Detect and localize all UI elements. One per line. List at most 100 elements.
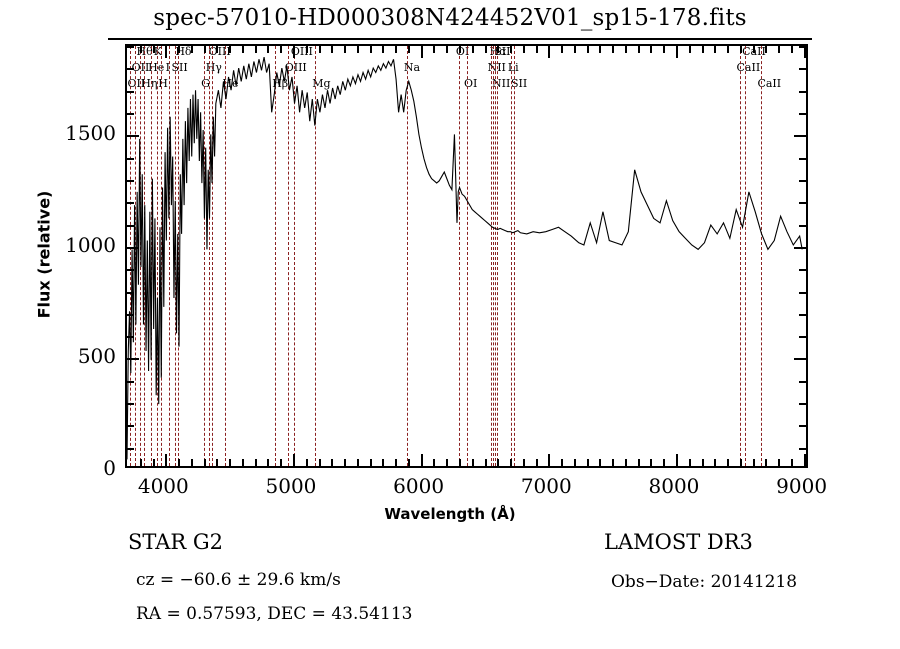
line-marker: [458, 46, 460, 466]
axis-tick: [305, 459, 308, 466]
axis-tick: [139, 46, 142, 53]
axis-tick: [127, 336, 134, 339]
axis-tick: [382, 46, 385, 53]
axis-tick: [139, 459, 142, 466]
line-label: SII: [171, 61, 188, 74]
axis-tick: [790, 46, 793, 53]
axis-tick: [127, 358, 139, 361]
axis-tick: [305, 46, 308, 53]
line-label: K: [153, 45, 162, 58]
y-tick-label: 0: [103, 456, 116, 480]
axis-tick: [127, 403, 134, 406]
plot-area[interactable]: [125, 44, 808, 468]
axis-tick: [752, 459, 755, 466]
axis-tick: [127, 224, 134, 227]
axis-tick: [799, 425, 806, 428]
axis-tick: [420, 46, 423, 58]
line-label: SII: [510, 77, 528, 90]
axis-tick: [254, 46, 257, 53]
axis-tick: [433, 459, 436, 466]
axis-tick: [127, 112, 134, 115]
axis-tick: [727, 46, 729, 53]
axis-tick: [799, 68, 806, 71]
axis-tick: [663, 459, 666, 466]
axis-tick: [535, 459, 538, 466]
axis-tick: [561, 46, 564, 53]
line-label: G: [201, 77, 210, 90]
line-label: OI: [463, 77, 478, 90]
axis-tick: [701, 459, 704, 466]
object-class: STAR G2: [128, 530, 224, 554]
axis-tick: [799, 46, 806, 48]
x-axis-title: Wavelength (Å): [384, 505, 516, 523]
line-marker: [495, 46, 497, 466]
line-marker: [287, 46, 289, 466]
spectrum-trace: [127, 46, 806, 466]
axis-tick: [561, 459, 564, 466]
axis-tick: [484, 459, 487, 466]
line-label: He: [148, 61, 165, 74]
line-marker: [739, 46, 741, 466]
x-tick-label: 5000: [265, 474, 317, 498]
line-marker: [130, 46, 132, 466]
axis-tick: [344, 46, 346, 53]
axis-tick: [127, 291, 134, 294]
axis-tick: [714, 459, 717, 466]
y-tick-label: 1000: [65, 232, 116, 257]
axis-tick: [318, 46, 321, 53]
axis-tick: [799, 403, 806, 406]
axis-tick: [241, 459, 244, 466]
axis-tick: [127, 313, 134, 316]
survey-label: LAMOST DR3: [604, 530, 753, 554]
line-marker: [513, 46, 515, 466]
line-label: OIII: [284, 61, 307, 74]
axis-tick: [203, 459, 206, 466]
axis-tick: [267, 46, 270, 53]
axis-tick: [407, 46, 410, 53]
axis-tick: [765, 459, 768, 466]
x-tick-label: 4000: [137, 474, 189, 498]
axis-tick: [420, 454, 423, 466]
line-label: OIII: [208, 45, 231, 58]
axis-tick: [676, 454, 678, 466]
axis-tick: [280, 459, 283, 466]
axis-tick: [127, 46, 134, 48]
line-label: CaII: [757, 77, 782, 90]
axis-tick: [663, 46, 666, 53]
line-label: Na: [403, 61, 421, 74]
axis-tick: [799, 157, 806, 160]
line-label: OII: [127, 77, 146, 90]
axis-tick: [612, 46, 615, 53]
line-label: OIII: [290, 45, 313, 58]
line-marker: [760, 46, 762, 466]
axis-tick: [127, 135, 139, 138]
line-marker: [275, 46, 277, 466]
axis-tick: [395, 46, 398, 53]
axis-tick: [356, 459, 359, 466]
axis-tick: [790, 459, 793, 466]
line-marker: [208, 46, 210, 466]
axis-tick: [752, 46, 755, 53]
axis-tick: [216, 459, 219, 466]
line-marker: [490, 46, 492, 466]
axis-tick: [714, 46, 717, 53]
title-divider: [108, 38, 812, 40]
axis-tick: [497, 46, 500, 53]
axis-tick: [637, 459, 640, 466]
axis-tick: [127, 202, 134, 205]
axis-tick: [739, 46, 742, 53]
axis-tick: [254, 459, 257, 466]
line-marker: [293, 46, 295, 466]
line-marker: [211, 46, 213, 466]
axis-tick: [127, 246, 139, 249]
line-label: Li: [507, 61, 519, 74]
axis-tick: [599, 459, 602, 466]
axis-tick: [799, 291, 806, 294]
axis-tick: [799, 336, 806, 339]
axis-tick: [637, 46, 640, 53]
axis-tick: [799, 224, 806, 227]
line-marker: [406, 46, 408, 466]
axis-tick: [778, 459, 781, 466]
line-marker: [139, 46, 141, 466]
